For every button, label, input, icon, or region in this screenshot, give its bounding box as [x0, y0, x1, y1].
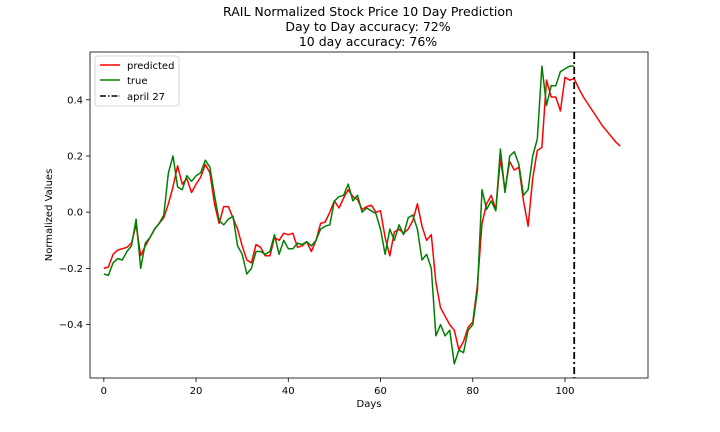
y-tick-label: 0.0: [67, 208, 83, 219]
y-tick-label: −0.2: [59, 264, 83, 275]
legend-box: [94, 55, 180, 107]
x-axis-label: Days: [357, 399, 382, 410]
title-line-2: Day to Day accuracy: 72%: [285, 19, 450, 34]
series-line-true: [103, 65, 575, 365]
y-tick-label: 0.4: [67, 95, 83, 106]
x-tick-label: 80: [466, 386, 479, 397]
legend-predicted-label: predicted: [127, 61, 174, 72]
x-tick-label: 0: [101, 386, 107, 397]
y-tick-label: −0.4: [59, 320, 83, 331]
title-line-3: 10 day accuracy: 76%: [299, 34, 437, 49]
chart-title: RAIL Normalized Stock Price 10 Day Predi…: [223, 4, 513, 49]
title-line-1: RAIL Normalized Stock Price 10 Day Predi…: [223, 4, 513, 19]
y-axis: −0.4 −0.2 0.0 0.2 0.4: [59, 95, 90, 331]
plot-area: [89, 51, 649, 379]
y-tick-label: 0.2: [67, 151, 83, 162]
axes-frame: [89, 51, 649, 379]
x-tick-label: 40: [282, 386, 295, 397]
x-tick-label: 60: [374, 386, 387, 397]
x-axis: 0 20 40 60 80 100: [101, 378, 575, 397]
x-tick-label: 20: [190, 386, 203, 397]
y-axis-label: Normalized Values: [44, 169, 55, 262]
x-tick-label: 100: [555, 386, 574, 397]
series-line-predicted: [103, 76, 621, 351]
legend-vline-label: april 27: [127, 92, 165, 103]
legend: predicted true april 27: [94, 55, 180, 107]
legend-true-label: true: [127, 76, 148, 87]
series-layer: [103, 65, 621, 365]
